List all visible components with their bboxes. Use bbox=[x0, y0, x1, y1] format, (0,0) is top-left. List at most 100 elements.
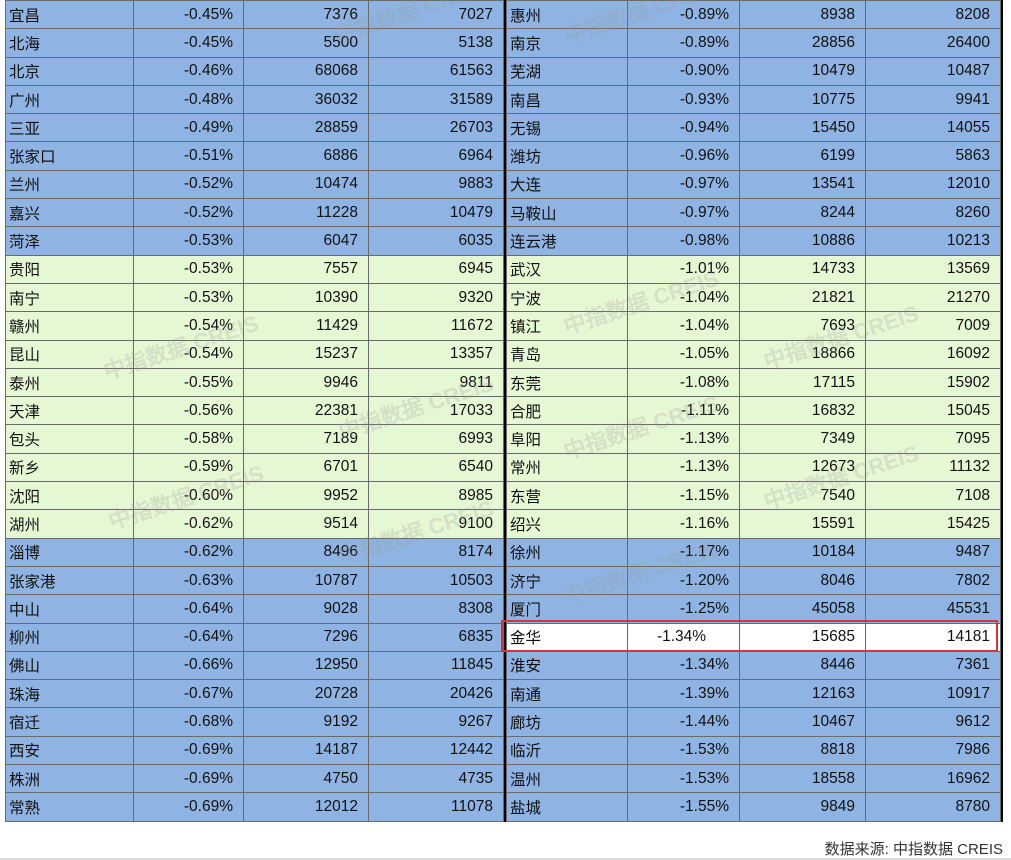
price-change-cell: -0.45% bbox=[133, 28, 244, 58]
city-name-cell: 东营 bbox=[506, 481, 628, 511]
city-name-cell: 柳州 bbox=[5, 622, 134, 652]
city-name-cell: 西安 bbox=[5, 735, 134, 766]
table-row: 淄博 -0.62% 8496 8174 bbox=[5, 537, 504, 567]
table-row: 镇江 -1.04% 7693 7009 bbox=[506, 311, 1001, 341]
prev-price-value-cell: 10487 bbox=[865, 56, 1001, 86]
city-name-cell: 宿迁 bbox=[5, 707, 134, 737]
table-row: 新乡 -0.59% 6701 6540 bbox=[5, 452, 504, 483]
price-value-cell: 9028 bbox=[243, 594, 369, 624]
table-row: 宁波 -1.04% 21821 21270 bbox=[506, 282, 1001, 313]
city-name-cell: 北海 bbox=[5, 28, 134, 58]
city-name-cell: 镇江 bbox=[506, 311, 628, 341]
price-change-cell: -1.13% bbox=[627, 424, 740, 454]
prev-price-value-cell: 13357 bbox=[368, 339, 504, 369]
table-row: 大连 -0.97% 13541 12010 bbox=[506, 169, 1001, 200]
price-change-cell: -0.60% bbox=[133, 481, 244, 511]
prev-price-value-cell: 6945 bbox=[368, 254, 504, 284]
table-row: 北海 -0.45% 5500 5138 bbox=[5, 28, 504, 58]
price-change-cell: -1.01% bbox=[627, 254, 740, 284]
table-row: 沈阳 -0.60% 9952 8985 bbox=[5, 481, 504, 511]
price-value-cell: 68068 bbox=[243, 56, 369, 86]
table-row: 菏泽 -0.53% 6047 6035 bbox=[5, 226, 504, 256]
prev-price-value-cell: 7027 bbox=[368, 0, 504, 30]
price-change-cell: -1.20% bbox=[627, 565, 740, 596]
table-row: 珠海 -0.67% 20728 20426 bbox=[5, 679, 504, 709]
city-name-cell: 潍坊 bbox=[506, 141, 628, 171]
city-name-cell: 济宁 bbox=[506, 565, 628, 596]
price-change-cell: -0.93% bbox=[627, 84, 740, 115]
prev-price-value-cell: 8208 bbox=[865, 0, 1001, 30]
table-row: 中山 -0.64% 9028 8308 bbox=[5, 594, 504, 624]
prev-price-value-cell: 11845 bbox=[368, 650, 504, 681]
price-value-cell: 12673 bbox=[739, 452, 866, 483]
prev-price-value-cell: 7802 bbox=[865, 565, 1001, 596]
city-name-cell: 南宁 bbox=[5, 282, 134, 313]
city-name-cell: 临沂 bbox=[506, 735, 628, 766]
city-name-cell: 南京 bbox=[506, 28, 628, 58]
prev-price-value-cell: 6993 bbox=[368, 424, 504, 454]
city-name-cell: 新乡 bbox=[5, 452, 134, 483]
table-row: 青岛 -1.05% 18866 16092 bbox=[506, 339, 1001, 369]
price-change-cell: -1.11% bbox=[627, 396, 740, 426]
price-change-cell: -0.64% bbox=[133, 622, 244, 652]
city-name-cell: 廊坊 bbox=[506, 707, 628, 737]
price-value-cell: 8496 bbox=[243, 537, 369, 567]
prev-price-value-cell: 16092 bbox=[865, 339, 1001, 369]
price-value-cell: 10479 bbox=[739, 56, 866, 86]
price-change-cell: -0.53% bbox=[133, 282, 244, 313]
table-row: 张家港 -0.63% 10787 10503 bbox=[5, 565, 504, 596]
price-change-cell: -0.48% bbox=[133, 84, 244, 115]
prev-price-value-cell: 6835 bbox=[368, 622, 504, 652]
city-name-cell: 无锡 bbox=[506, 113, 628, 143]
prev-price-value-cell: 8174 bbox=[368, 537, 504, 567]
price-value-cell: 45058 bbox=[739, 594, 866, 624]
price-value-cell: 10886 bbox=[739, 226, 866, 256]
price-value-cell: 10787 bbox=[243, 565, 369, 596]
table-row: 马鞍山 -0.97% 8244 8260 bbox=[506, 198, 1001, 228]
table-row: 盐城 -1.55% 9849 8780 bbox=[506, 792, 1001, 822]
price-change-cell: -1.13% bbox=[627, 452, 740, 483]
price-value-cell: 22381 bbox=[243, 396, 369, 426]
prev-price-value-cell: 6964 bbox=[368, 141, 504, 171]
price-value-cell: 10184 bbox=[739, 537, 866, 567]
price-value-cell: 8244 bbox=[739, 198, 866, 228]
price-value-cell: 7693 bbox=[739, 311, 866, 341]
city-name-cell: 武汉 bbox=[506, 254, 628, 284]
city-name-cell: 东莞 bbox=[506, 367, 628, 398]
prev-price-value-cell: 9811 bbox=[368, 367, 504, 398]
prev-price-value-cell: 7108 bbox=[865, 481, 1001, 511]
prev-price-value-cell: 5863 bbox=[865, 141, 1001, 171]
price-change-cell: -0.98% bbox=[627, 226, 740, 256]
price-value-cell: 6701 bbox=[243, 452, 369, 483]
city-name-cell: 菏泽 bbox=[5, 226, 134, 256]
city-name-cell: 广州 bbox=[5, 84, 134, 115]
prev-price-value-cell: 8780 bbox=[865, 792, 1001, 822]
price-value-cell: 10775 bbox=[739, 84, 866, 115]
price-change-cell: -0.51% bbox=[133, 141, 244, 171]
price-change-cell: -0.54% bbox=[133, 339, 244, 369]
city-name-cell: 厦门 bbox=[506, 594, 628, 624]
price-value-cell: 12012 bbox=[243, 792, 369, 822]
price-change-cell: -0.89% bbox=[627, 0, 740, 30]
prev-price-value-cell: 9267 bbox=[368, 707, 504, 737]
prev-price-value-cell: 61563 bbox=[368, 56, 504, 86]
price-value-cell: 9192 bbox=[243, 707, 369, 737]
prev-price-value-cell: 9883 bbox=[368, 169, 504, 200]
price-change-cell: -0.52% bbox=[133, 169, 244, 200]
price-value-cell: 18558 bbox=[739, 764, 866, 794]
price-value-cell: 8818 bbox=[739, 735, 866, 766]
table-row: 贵阳 -0.53% 7557 6945 bbox=[5, 254, 504, 284]
price-value-cell: 13541 bbox=[739, 169, 866, 200]
price-change-cell: -0.53% bbox=[133, 226, 244, 256]
price-change-cell: -0.63% bbox=[133, 565, 244, 596]
city-name-cell: 佛山 bbox=[5, 650, 134, 681]
price-change-cell: -0.54% bbox=[133, 311, 244, 341]
price-value-cell: 7349 bbox=[739, 424, 866, 454]
price-change-cell: -1.53% bbox=[627, 735, 740, 766]
prev-price-value-cell: 6035 bbox=[368, 226, 504, 256]
prev-price-value-cell: 15045 bbox=[865, 396, 1001, 426]
prev-price-value-cell: 7095 bbox=[865, 424, 1001, 454]
price-change-cell: -1.16% bbox=[627, 509, 740, 539]
city-name-cell: 包头 bbox=[5, 424, 134, 454]
price-value-cell: 9514 bbox=[243, 509, 369, 539]
